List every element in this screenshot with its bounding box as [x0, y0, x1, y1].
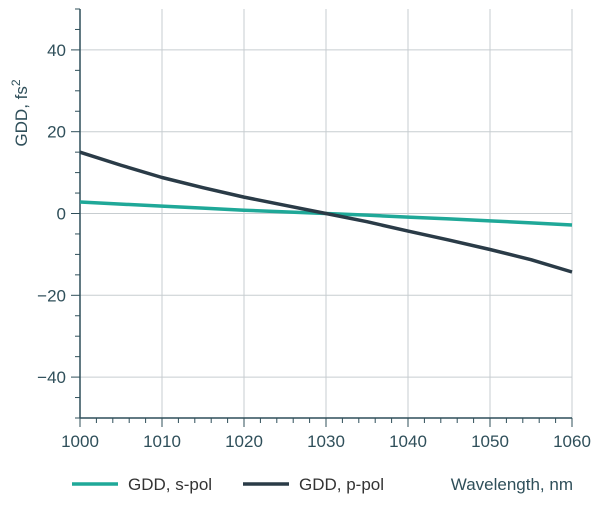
x-tick-label: 1000 [61, 432, 99, 451]
legend-label-p-pol: GDD, p-pol [299, 475, 384, 494]
axes [71, 8, 573, 427]
x-tick-label: 1040 [389, 432, 427, 451]
x-tick-label: 1010 [143, 432, 181, 451]
x-axis-label: Wavelength, nm [451, 475, 573, 494]
legend: GDD, s-pol GDD, p-pol [72, 475, 384, 494]
x-tick-label: 1050 [471, 432, 509, 451]
x-tick-label: 1020 [225, 432, 263, 451]
y-axis-label: GDD, fs2 [9, 79, 31, 146]
y-tick-label: −20 [37, 286, 66, 305]
series-lines [79, 150, 573, 274]
y-tick-label: 20 [47, 123, 66, 142]
series-line-p-pol [79, 150, 573, 274]
y-tick-label: 0 [57, 205, 66, 224]
x-tick-label: 1030 [307, 432, 345, 451]
tick-labels: 40 20 0 −20 −40 1000 1010 1020 1030 1040 1050 1060 [37, 41, 591, 451]
grid [79, 9, 573, 418]
x-tick-label: 1060 [553, 432, 591, 451]
y-tick-label: 40 [47, 41, 66, 60]
legend-label-s-pol: GDD, s-pol [128, 475, 212, 494]
y-tick-label: −40 [37, 368, 66, 387]
